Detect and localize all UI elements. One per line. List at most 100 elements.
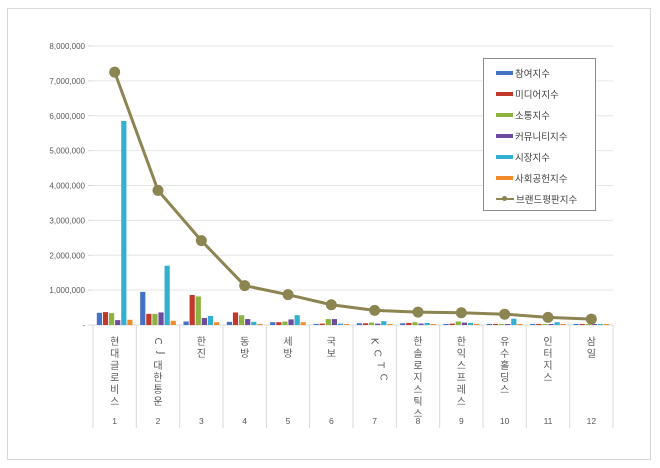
- y-tick-label: 6,000,000: [49, 112, 85, 121]
- y-tick-label: 8,000,000: [49, 42, 85, 51]
- legend-item: 참여지수: [496, 66, 550, 80]
- bar: [467, 322, 474, 325]
- bar-group: [140, 265, 176, 325]
- bar: [356, 323, 363, 325]
- bar: [276, 322, 282, 325]
- bar: [603, 324, 610, 325]
- line-marker: [152, 184, 164, 196]
- line-marker: [239, 280, 251, 292]
- bar-group: [573, 323, 610, 325]
- category-label-char: 한: [413, 336, 422, 348]
- bar-group: [530, 322, 566, 325]
- bar: [406, 322, 412, 325]
- legend-label: 시장지수: [515, 153, 550, 164]
- category-label: 세방: [283, 336, 292, 360]
- bar: [530, 324, 536, 325]
- category-label-char: 방: [240, 348, 249, 360]
- legend-swatch-icon: [496, 71, 513, 75]
- legend: 참여지수 미디어지수 소통지수 커뮤니티지수 시장지수 사회공헌지수 브랜드평판지수: [483, 58, 596, 211]
- line-marker: [499, 308, 511, 320]
- bar: [337, 323, 344, 325]
- bar: [313, 323, 319, 325]
- bar: [511, 318, 517, 325]
- category-label-char: 스: [413, 408, 422, 420]
- category-number: 7: [372, 416, 377, 426]
- category-number: 5: [286, 416, 291, 426]
- category-label-char: 틱: [413, 396, 422, 408]
- bar: [585, 323, 591, 325]
- bar: [152, 313, 158, 325]
- category-label-char: 스: [110, 396, 119, 408]
- legend-swatch-icon: [496, 92, 513, 96]
- category-label: 동방: [240, 336, 249, 360]
- category-label-char: 홀: [500, 359, 509, 372]
- bar: [505, 324, 511, 325]
- category-number: 2: [156, 416, 161, 426]
- bar: [424, 322, 430, 325]
- category-label-char: 유: [500, 336, 509, 348]
- category-label-char: 딩: [500, 372, 509, 384]
- line-marker: [325, 299, 337, 311]
- legend-label: 미디어지수: [515, 90, 559, 101]
- legend-swatch-icon: [496, 176, 513, 180]
- bar: [473, 324, 480, 325]
- x-axis: 현대글로비스1CJ대한통운2한진3동방4세방5국보6KCTC7한솔로지스틱스8한…: [92, 324, 614, 428]
- legend-swatch-icon: [496, 113, 513, 117]
- category-label-char: C: [152, 338, 163, 345]
- bar: [245, 319, 251, 325]
- line-marker: [195, 235, 207, 247]
- bar: [102, 312, 109, 325]
- bar: [189, 295, 195, 325]
- category-label-char: 동: [240, 336, 249, 348]
- category-label-char: J: [155, 351, 166, 355]
- bar: [96, 312, 103, 325]
- legend-item: 미디어지수: [496, 87, 559, 101]
- line-marker: [412, 306, 424, 318]
- bar: [140, 291, 146, 325]
- legend-item: 브랜드평판지수: [496, 192, 577, 206]
- line-marker: [455, 307, 467, 319]
- bar: [486, 323, 493, 325]
- y-tick-label: 4,000,000: [49, 182, 85, 191]
- category-label-char: 로: [110, 373, 119, 384]
- category-label-char: 대: [110, 348, 119, 360]
- bar: [319, 323, 325, 325]
- bar-group: [96, 120, 133, 325]
- bar: [381, 321, 387, 325]
- legend-item: 커뮤니티지수: [496, 129, 567, 143]
- category-label-char: 한: [197, 336, 206, 348]
- bar: [288, 319, 294, 325]
- category-label-char: 스: [457, 396, 466, 408]
- y-tick-label: 2,000,000: [49, 251, 85, 260]
- bar: [400, 323, 406, 325]
- legend-item: 시장지수: [496, 150, 550, 164]
- category-label-char: 스: [413, 384, 422, 396]
- category-label-char: 레: [457, 384, 466, 396]
- bar: [499, 323, 505, 325]
- bar: [461, 322, 467, 325]
- bar: [239, 315, 245, 325]
- bar: [121, 120, 127, 325]
- category-label-char: 스: [500, 384, 509, 396]
- bar: [430, 324, 436, 325]
- bar: [331, 319, 337, 325]
- bar: [300, 322, 306, 325]
- bar: [369, 322, 375, 325]
- bar: [579, 323, 585, 325]
- bar: [548, 324, 554, 325]
- category-label: 삼일: [587, 336, 596, 360]
- legend-swatch-icon: [496, 155, 513, 159]
- line-marker: [109, 66, 121, 78]
- y-tick-label: 3,000,000: [49, 216, 85, 225]
- legend-label: 소통지수: [515, 111, 550, 122]
- category-label-char: 로: [413, 361, 422, 372]
- category-label-char: 지: [543, 360, 552, 372]
- bar: [226, 321, 233, 325]
- bar: [201, 318, 207, 325]
- bar: [455, 321, 461, 325]
- bar: [325, 319, 331, 325]
